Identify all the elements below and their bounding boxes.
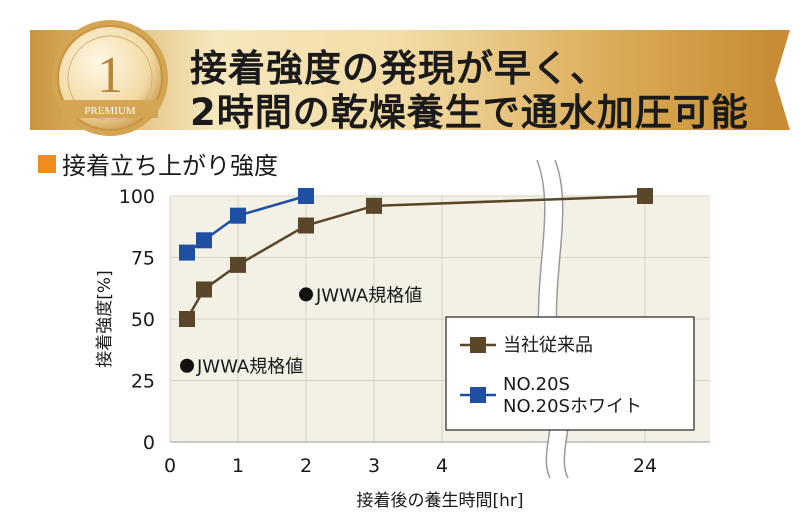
section-title: 接着立ち上がり強度 [62, 152, 278, 180]
x-axis-label: 接着後の養生時間[hr] [356, 491, 523, 511]
headline-line-2: 2時間の乾燥養生で通水加圧可能 [190, 91, 749, 134]
header-banner: 1 PREMIUM [30, 20, 790, 136]
annotation-label: JWWA規格値 [196, 357, 303, 378]
legend-label: 当社従来品 [503, 335, 593, 356]
x-tick-label: 4 [436, 455, 448, 477]
y-tick-label: 50 [131, 309, 155, 331]
y-tick-label: 0 [143, 432, 155, 454]
badge-label: PREMIUM [84, 105, 136, 117]
annotations: JWWA規格値 JWWA規格値 [180, 285, 422, 378]
banner-tail [770, 30, 790, 130]
badge-number: 1 [97, 47, 123, 104]
x-tick-label: 3 [368, 455, 380, 477]
legend-swatch-marker [470, 337, 486, 353]
data-point [366, 197, 382, 214]
annotation-dot [180, 358, 194, 373]
y-tick-label: 75 [131, 248, 155, 270]
x-tick-label: 1 [232, 455, 244, 477]
legend-label: NO.20Sホワイト [503, 396, 642, 417]
section-heading: 接着立ち上がり強度 [38, 146, 278, 181]
annotation-label: JWWA規格値 [315, 285, 422, 306]
data-point [298, 217, 314, 234]
legend-label: NO.20S [503, 374, 570, 395]
data-point [196, 232, 212, 249]
data-point [179, 244, 195, 261]
series-line [186, 194, 307, 254]
x-tick-labels: 0 1 2 3 4 24 [164, 455, 657, 477]
y-tick-label: 100 [119, 186, 155, 208]
y-tick-labels: 0 25 50 75 100 [119, 186, 155, 454]
data-point [230, 256, 246, 273]
x-tick-label: 2 [300, 455, 312, 477]
data-point [637, 188, 653, 204]
x-tick-label: 0 [164, 455, 176, 477]
annotation-dot [299, 287, 313, 302]
legend-box [445, 316, 695, 431]
legend-swatch-marker [470, 387, 486, 403]
data-point [196, 281, 212, 298]
data-point [179, 311, 195, 327]
data-point [298, 188, 314, 204]
x-tick-label: 24 [633, 455, 657, 477]
y-axis-label: 接着強度[%] [95, 270, 115, 367]
headline-line-1: 接着強度の発現が早く、 [190, 47, 608, 90]
section-marker [38, 154, 56, 173]
y-tick-label: 25 [131, 371, 155, 393]
series-layer [179, 188, 653, 327]
data-point [230, 207, 246, 224]
